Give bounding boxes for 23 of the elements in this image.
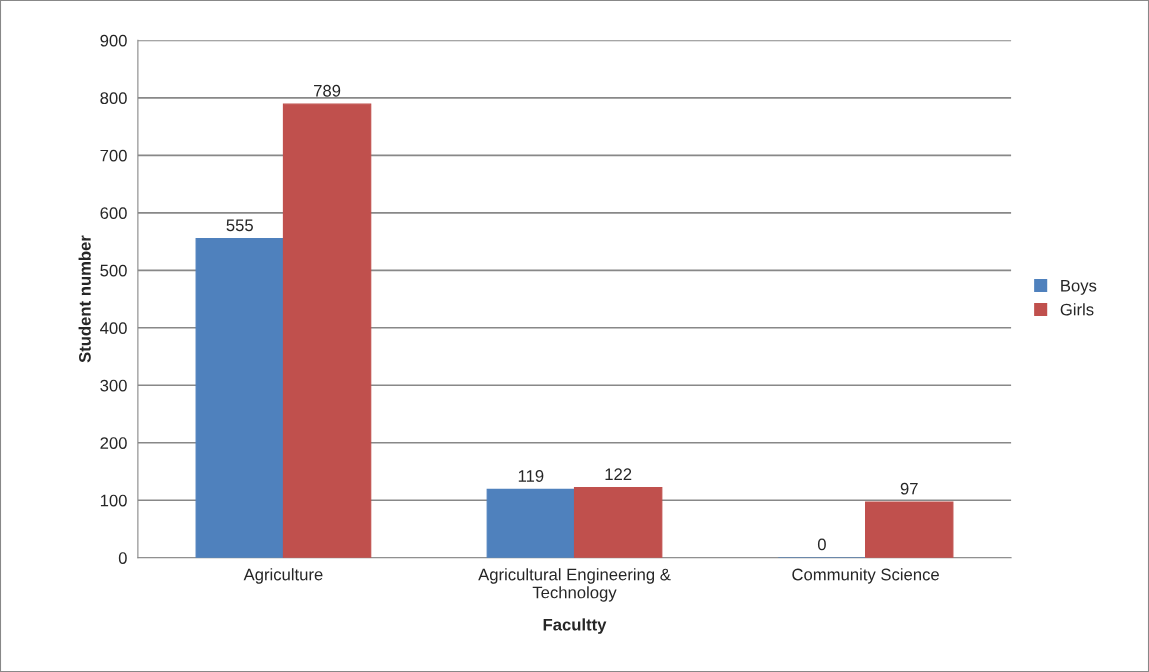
data-label: 97: [900, 482, 918, 495]
y-tick-label: 700: [100, 149, 127, 162]
data-label: 122: [605, 468, 632, 480]
y-tick-label: 400: [100, 322, 127, 334]
y-tick-label: 300: [100, 379, 127, 392]
x-axis-title: Facultty: [543, 618, 607, 634]
y-tick-label: 100: [100, 494, 127, 507]
legend-label: Girls: [1060, 303, 1094, 316]
y-tick-label: 900: [100, 34, 127, 47]
y-tick-label: 600: [100, 207, 127, 219]
data-label: 555: [226, 219, 253, 232]
legend-label: Boys: [1061, 279, 1097, 295]
x-tick-label: Community Science: [792, 568, 939, 584]
data-label: 0: [817, 538, 826, 551]
y-tick-label: 200: [100, 437, 127, 449]
y-tick-label: 800: [100, 92, 127, 105]
x-tick-label: Agricultural Engineering & Technology: [478, 568, 671, 602]
data-label: 119: [518, 470, 544, 482]
y-tick-label: 500: [100, 264, 127, 277]
y-axis-title: Student number: [78, 235, 91, 363]
data-label: 789: [314, 84, 341, 97]
x-tick-label: Agriculture: [243, 568, 323, 584]
y-tick-label: 0: [118, 552, 127, 564]
